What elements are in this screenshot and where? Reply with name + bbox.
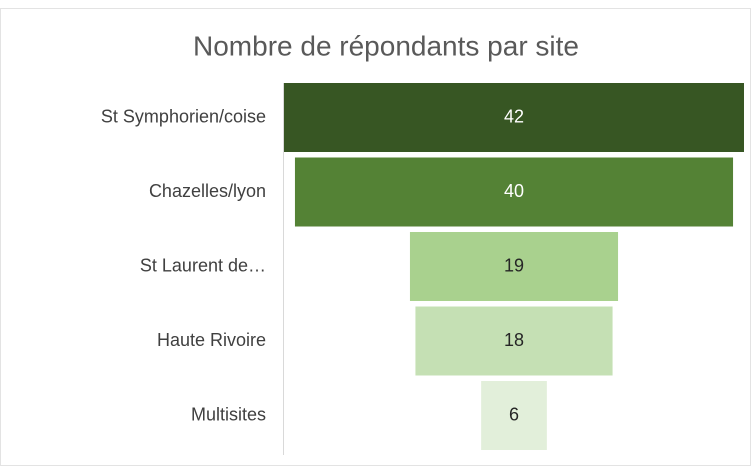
funnel-bar — [415, 306, 613, 376]
category-label: St Laurent de… — [140, 255, 266, 275]
category-label: Haute Rivoire — [157, 330, 266, 350]
category-label: St Symphorien/coise — [101, 106, 266, 126]
funnel-bar — [481, 381, 547, 450]
category-label: Multisites — [191, 404, 266, 424]
data-label: 40 — [504, 181, 524, 201]
funnel-bar — [409, 232, 619, 301]
chart-title: Nombre de répondants par site — [193, 30, 579, 61]
data-label: 42 — [504, 106, 524, 126]
data-label: 6 — [509, 404, 519, 424]
chart-frame — [0, 8, 751, 466]
funnel-bar — [284, 83, 744, 152]
funnel-bar — [294, 157, 734, 227]
data-label: 18 — [504, 330, 524, 350]
data-label: 19 — [504, 255, 524, 275]
category-label: Chazelles/lyon — [149, 181, 266, 201]
